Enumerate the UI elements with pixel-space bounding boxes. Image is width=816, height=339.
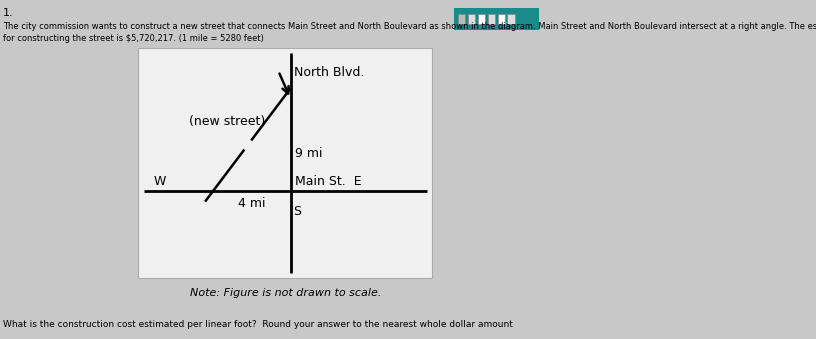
Bar xyxy=(508,14,515,24)
Bar xyxy=(477,14,485,24)
Text: 4 mi: 4 mi xyxy=(238,197,266,210)
Bar xyxy=(138,48,432,278)
Text: What is the construction cost estimated per linear foot?  Round your answer to t: What is the construction cost estimated … xyxy=(2,320,512,329)
Text: Note: Figure is not drawn to scale.: Note: Figure is not drawn to scale. xyxy=(189,288,381,298)
Text: North Blvd.: North Blvd. xyxy=(294,66,365,79)
Bar xyxy=(458,14,465,24)
Text: W: W xyxy=(153,175,166,187)
Text: (new street): (new street) xyxy=(189,115,265,128)
Text: 9 mi: 9 mi xyxy=(295,147,323,160)
Text: S: S xyxy=(293,205,301,218)
Text: for constructing the street is $5,720,217. (1 mile = 5280 feet): for constructing the street is $5,720,21… xyxy=(2,34,264,43)
Bar xyxy=(498,14,504,24)
Bar xyxy=(454,8,539,30)
Text: Main St.  E: Main St. E xyxy=(295,175,362,187)
Bar xyxy=(488,14,494,24)
Text: The city commission wants to construct a new street that connects Main Street an: The city commission wants to construct a… xyxy=(2,22,816,31)
Text: 1.: 1. xyxy=(2,8,13,18)
Bar xyxy=(468,14,475,24)
